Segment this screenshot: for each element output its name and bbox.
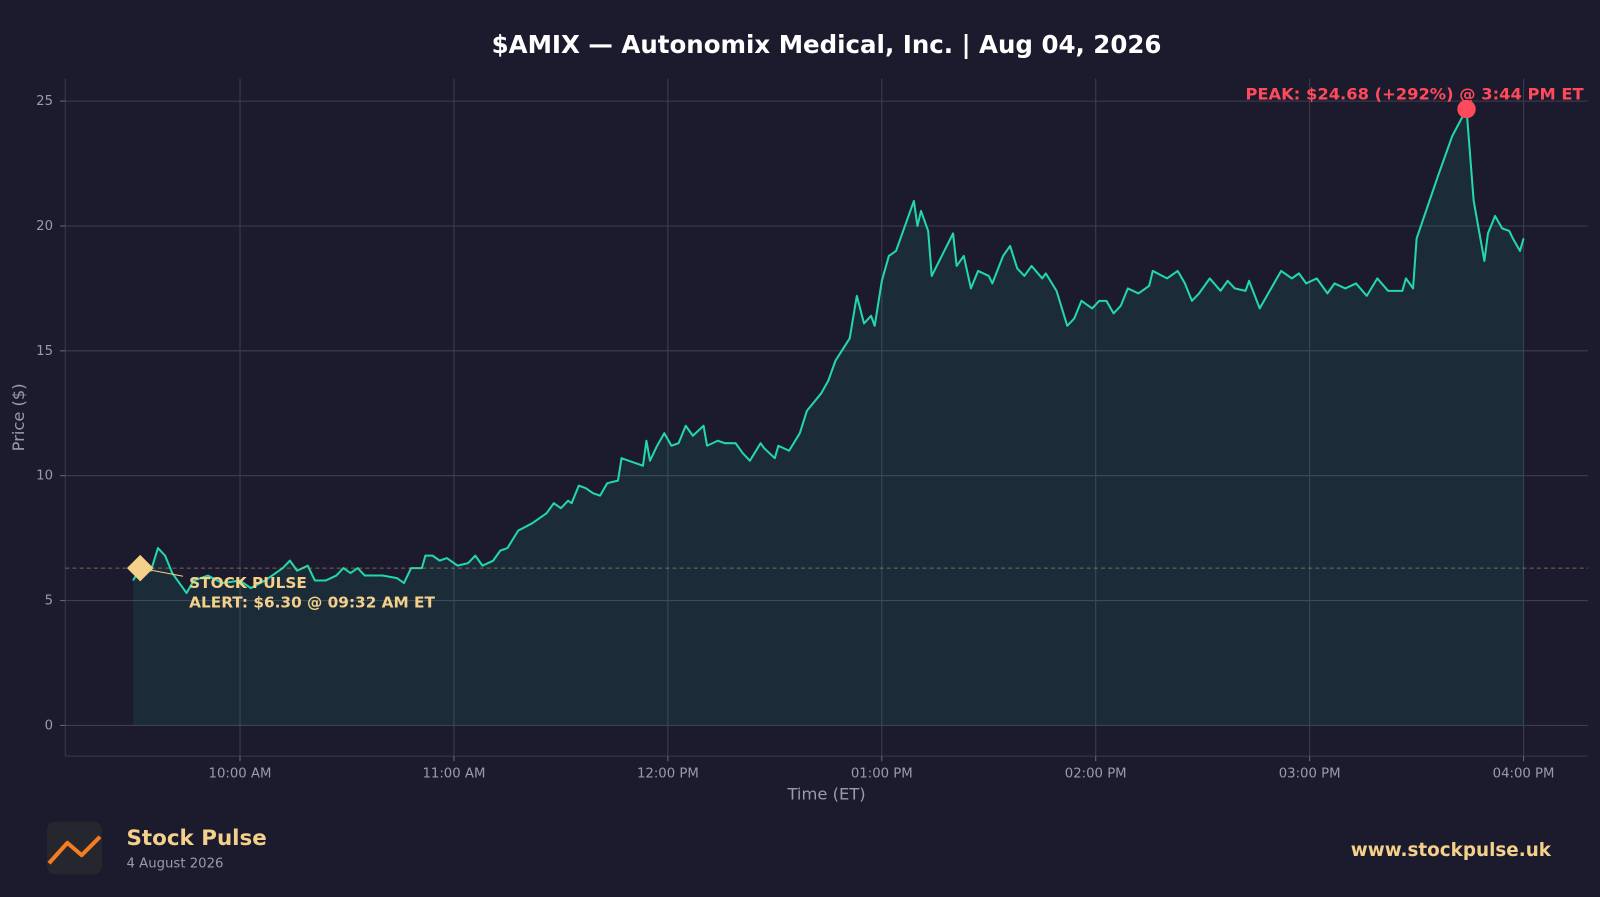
area: [133, 109, 1524, 726]
peak-marker: [1457, 99, 1476, 119]
y-tick-label: 15: [36, 344, 53, 359]
x-tick-label: 12:00 PM: [637, 767, 699, 782]
x-tick-label: 04:00 PM: [1493, 767, 1555, 782]
brand-date: 4 August 2026: [127, 856, 224, 871]
y-tick-label: 10: [36, 469, 53, 484]
y-tick-label: 0: [45, 718, 53, 733]
brand-name: Stock Pulse: [127, 826, 267, 851]
y-tick-label: 25: [36, 94, 53, 109]
alert-label: ALERT: $6.30 @ 09:32 AM ET: [189, 593, 435, 611]
chart-title: $AMIX — Autonomix Medical, Inc. | Aug 04…: [492, 30, 1162, 59]
alert-label: STOCK PULSE: [189, 574, 307, 592]
peak-label: PEAK: $24.68 (+292%) @ 3:44 PM ET: [1245, 84, 1584, 103]
x-tick-label: 02:00 PM: [1065, 767, 1127, 782]
x-tick-label: 03:00 PM: [1279, 767, 1341, 782]
price-line: [132, 108, 1525, 595]
website: www.stockpulse.uk: [1351, 840, 1552, 861]
y-tick-label: 20: [36, 219, 53, 234]
y-tick-label: 5: [45, 594, 53, 609]
x-axis-label: Time (ET): [786, 784, 865, 803]
logo: [46, 821, 103, 875]
x-tick-label: 01:00 PM: [851, 767, 913, 782]
x-tick-label: 10:00 AM: [209, 767, 272, 782]
y-axis-label: Price ($): [9, 383, 28, 451]
x-tick-label: 11:00 AM: [422, 767, 485, 782]
